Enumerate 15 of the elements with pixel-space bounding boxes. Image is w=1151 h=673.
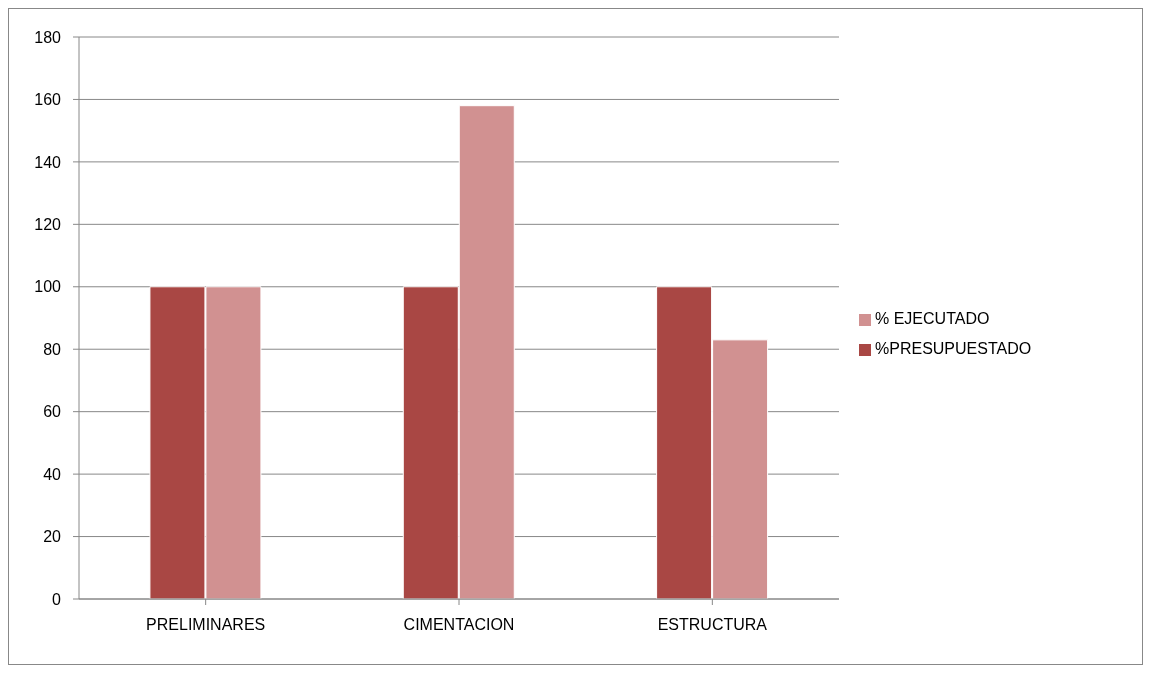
legend-label: % EJECUTADO (875, 310, 990, 327)
legend-label: %PRESUPUESTADO (875, 340, 1032, 357)
y-tick-label: 0 (52, 590, 62, 608)
y-tick-label: 100 (34, 278, 62, 296)
x-tick-label: CIMENTACION (403, 616, 515, 634)
y-tick-label: 180 (34, 28, 62, 46)
y-tick-label: 80 (43, 340, 62, 358)
y-tick-label: 140 (34, 153, 62, 171)
y-tick-label: 120 (34, 216, 62, 234)
y-tick-label: 160 (34, 91, 62, 109)
y-tick-label: 40 (43, 465, 62, 483)
x-tick-label: ESTRUCTURA (657, 616, 768, 634)
y-tick-label: 20 (43, 528, 62, 546)
x-tick-label: PRELIMINARES (146, 616, 266, 634)
y-tick-label: 60 (43, 403, 62, 421)
